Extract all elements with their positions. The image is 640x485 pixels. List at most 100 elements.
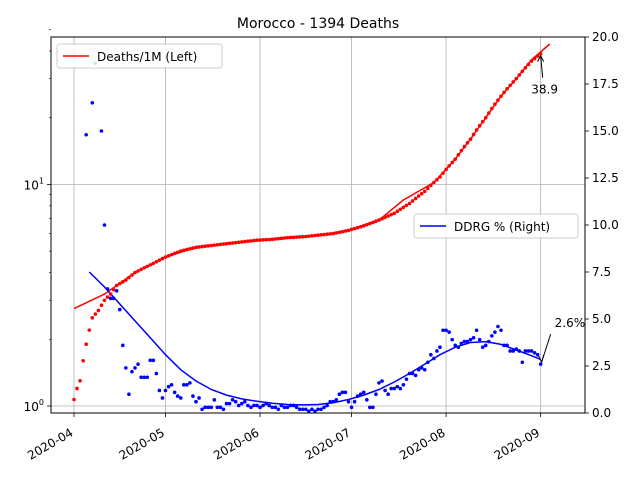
deaths-point: [368, 221, 372, 226]
deaths-point: [480, 119, 485, 124]
ddrg-point: [380, 379, 384, 383]
deaths-point: [331, 231, 336, 236]
ddrg-arrow-head: [538, 354, 545, 364]
legend-deaths-box: [56, 43, 223, 69]
deaths-point: [383, 215, 387, 220]
deaths-point: [117, 281, 122, 286]
deaths-point: [227, 241, 232, 246]
deaths-point: [413, 196, 418, 201]
deaths-point: [343, 229, 348, 233]
deaths-point: [371, 220, 375, 225]
ddrg-point: [264, 401, 268, 406]
ddrg-point: [246, 403, 250, 408]
ddrg-point: [355, 394, 360, 398]
ddrg-point: [319, 407, 323, 412]
deaths-point: [72, 397, 76, 402]
ddrg-point: [538, 362, 543, 366]
ddrg-point: [349, 405, 354, 410]
deaths-point: [447, 164, 451, 168]
deaths-point: [255, 238, 259, 242]
deaths-point: [404, 203, 409, 208]
ddrg-point: [233, 399, 238, 404]
ddrg-point: [514, 347, 519, 351]
ddrg-point: [111, 296, 116, 301]
deaths-point: [349, 227, 354, 232]
deaths-point: [465, 141, 470, 145]
ddrg-point: [328, 399, 333, 404]
ddrg-point: [426, 360, 430, 365]
ddrg-point: [532, 351, 537, 355]
ddrg-point: [416, 367, 421, 372]
ddrg-point: [105, 287, 110, 291]
ddrg-point: [236, 403, 241, 408]
ddrg-point: [200, 407, 204, 412]
ddrg-point: [429, 352, 433, 357]
deaths-point: [361, 224, 366, 228]
deaths-point: [328, 232, 333, 236]
ddrg-point: [307, 409, 311, 413]
deaths-point: [233, 240, 238, 245]
deaths-annotation-label: 38.9: [531, 83, 558, 97]
deaths-point: [288, 235, 293, 240]
right-tick-label: 17.5: [592, 77, 619, 91]
ddrg-point: [178, 396, 183, 400]
deaths-point: [175, 250, 180, 255]
deaths-point: [121, 280, 125, 284]
deaths-point: [87, 328, 92, 332]
deaths-point: [282, 236, 287, 240]
deaths-point: [215, 242, 220, 247]
ddrg-point: [389, 386, 394, 391]
ddrg-point: [117, 307, 122, 312]
ddrg-point: [291, 403, 296, 408]
axis-ticks: 2020-04 2020-05 2020-06 2020-07 2020-08 2020-…: [24, 29, 619, 463]
right-tick-label: 12.5: [592, 171, 619, 185]
ddrg-point: [139, 375, 143, 380]
deaths-point: [456, 153, 461, 157]
deaths-point: [459, 148, 464, 153]
deaths-point: [334, 231, 339, 235]
deaths-point: [395, 209, 400, 214]
deaths-point: [523, 65, 528, 70]
deaths-point: [538, 51, 543, 56]
deaths-point: [224, 241, 229, 246]
deaths-point: [160, 256, 165, 261]
ddrg-point: [172, 390, 177, 395]
ddrg-point: [127, 392, 131, 397]
deaths-point: [261, 238, 265, 242]
ddrg-point: [157, 388, 162, 393]
deaths-point: [279, 236, 284, 241]
x-tick-label: 2020-05: [117, 425, 167, 462]
deaths-point: [270, 237, 275, 242]
deaths-point: [499, 94, 503, 99]
legend-deaths-label: Deaths/1M (Left): [97, 50, 197, 64]
ddrg-point: [90, 101, 95, 105]
deaths-point: [444, 167, 448, 172]
ddrg-point: [337, 392, 342, 397]
deaths-point: [502, 90, 506, 95]
legends: Deaths/1M (Left) DDRG % (Right): [56, 43, 579, 239]
left-tick-exponent: 1: [39, 176, 44, 185]
deaths-point: [81, 358, 85, 363]
deaths-point: [182, 248, 186, 253]
deaths-point: [139, 267, 143, 272]
ddrg-point: [441, 328, 445, 333]
ddrg-point: [325, 403, 329, 408]
ddrg-point: [453, 343, 458, 348]
deaths-point: [310, 234, 314, 238]
deaths-point: [474, 128, 479, 132]
ddrg-point: [462, 339, 467, 344]
deaths-point: [313, 233, 317, 238]
ddrg-point: [508, 349, 512, 353]
ddrg-point: [520, 360, 525, 365]
deaths-point: [157, 258, 162, 262]
ddrg-point: [261, 403, 265, 408]
deaths-point: [191, 246, 195, 250]
left-tick-base: 10: [24, 400, 39, 414]
x-tick-label: 2020-09: [492, 425, 542, 462]
ddrg-point: [340, 390, 345, 395]
deaths-point: [267, 237, 272, 242]
ddrg-point: [368, 405, 372, 410]
deaths-point: [389, 212, 394, 217]
deaths-point: [273, 237, 278, 241]
deaths-point: [178, 249, 183, 253]
